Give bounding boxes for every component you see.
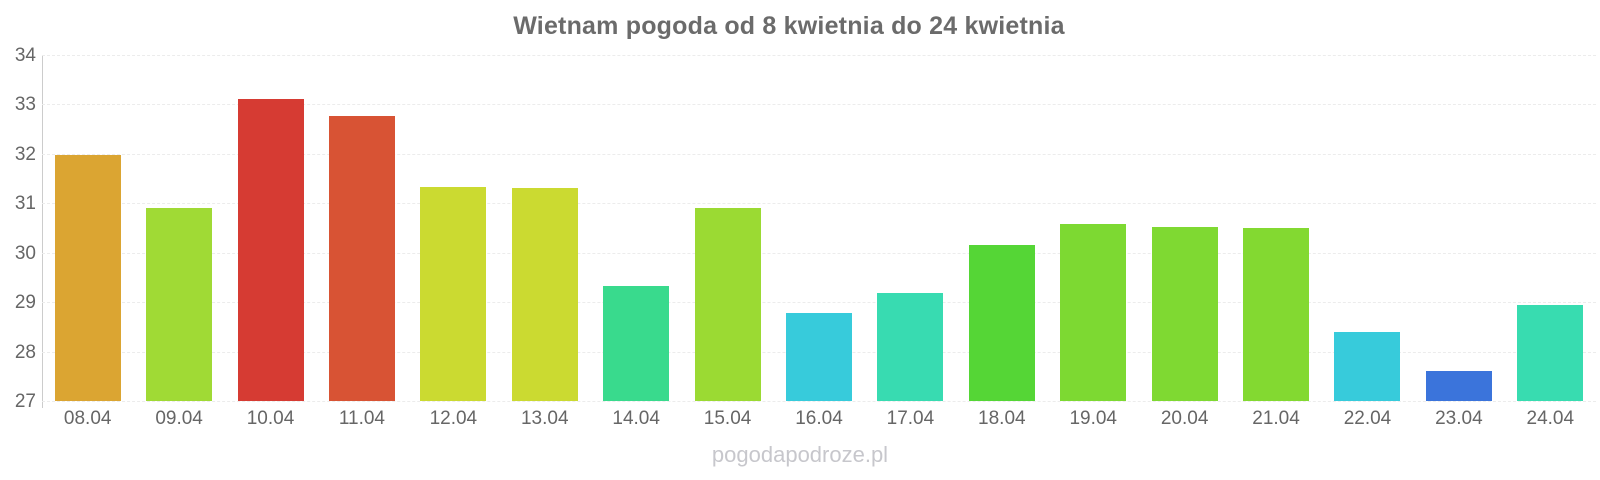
- bar-15.04[interactable]: [694, 208, 761, 401]
- y-axis-tick-label: 28: [14, 341, 36, 363]
- x-axis-label: 08.04: [63, 408, 112, 429]
- bar-22.04[interactable]: [1334, 331, 1401, 401]
- gridline: [42, 401, 1596, 402]
- x-axis-label: 24.04: [1526, 408, 1575, 429]
- bar-21.04[interactable]: [1243, 228, 1310, 401]
- y-axis-tick-label: 34: [14, 45, 36, 66]
- x-axis-label: 23.04: [1435, 408, 1483, 429]
- y-axis-tick-label: 29: [14, 292, 36, 314]
- y-axis-tick-label: 27: [14, 391, 36, 412]
- x-axis-label: 15.04: [703, 408, 752, 429]
- watermark: pogodapodroze.pl: [711, 442, 889, 467]
- gridline: [42, 302, 1596, 304]
- x-axis-label: 21.04: [1252, 408, 1300, 429]
- x-axis-label: 11.04: [338, 408, 385, 429]
- gridline: [42, 252, 1596, 254]
- gridline: [42, 153, 1596, 155]
- bar-08.04[interactable]: [54, 155, 121, 401]
- bar-24.04[interactable]: [1517, 304, 1584, 401]
- gridline: [42, 55, 1596, 56]
- x-axis-label: 17.04: [886, 408, 935, 429]
- bar-11.04[interactable]: [328, 115, 395, 401]
- bar-13.04[interactable]: [511, 188, 578, 401]
- bar-16.04[interactable]: [786, 313, 852, 401]
- y-axis-tick-label: 33: [14, 94, 36, 116]
- bar-18.04[interactable]: [968, 245, 1035, 401]
- bar-12.04[interactable]: [420, 186, 487, 401]
- gridline: [42, 104, 1596, 106]
- y-axis-tick-label: 32: [14, 143, 36, 165]
- x-axis-label: 09.04: [155, 408, 203, 429]
- bar-14.04[interactable]: [603, 286, 670, 401]
- x-axis-label: 19.04: [1069, 408, 1117, 429]
- x-axis-label: 16.04: [795, 408, 843, 429]
- x-axis-label: 12.04: [429, 408, 478, 429]
- bar-09.04[interactable]: [146, 208, 213, 401]
- y-axis-tick-label: 31: [14, 193, 36, 215]
- gridline: [42, 203, 1596, 205]
- x-axis-label: 18.04: [978, 408, 1026, 429]
- bar-23.04[interactable]: [1425, 371, 1492, 401]
- y-axis-tick-label: 30: [14, 242, 36, 264]
- bar-10.04[interactable]: [237, 99, 304, 401]
- x-axis-label: 14.04: [612, 408, 660, 429]
- bar-19.04[interactable]: [1060, 224, 1127, 401]
- bar-20.04[interactable]: [1151, 226, 1218, 401]
- y-axis-line: [42, 55, 43, 408]
- x-axis-label: 10.04: [246, 408, 295, 429]
- x-axis-label: 20.04: [1160, 408, 1209, 429]
- chart-title: Wietnam pogoda od 8 kwietnia do 24 kwiet…: [513, 12, 1065, 40]
- x-axis-label: 22.04: [1343, 408, 1392, 429]
- bar-17.04[interactable]: [877, 293, 944, 401]
- x-axis-label: 13.04: [520, 408, 569, 429]
